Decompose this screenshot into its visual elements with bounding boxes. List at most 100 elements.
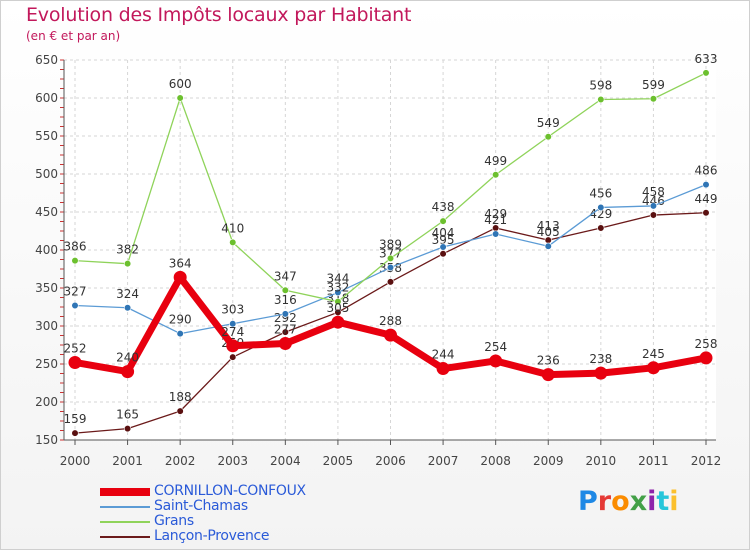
y-tick-label: 650 xyxy=(35,53,58,67)
data-label: 410 xyxy=(221,221,244,235)
data-point xyxy=(71,301,79,310)
data-point xyxy=(123,260,132,268)
data-label: 324 xyxy=(116,287,139,301)
x-tick-label: 2010 xyxy=(586,454,617,468)
data-point xyxy=(386,254,395,262)
data-point xyxy=(281,328,289,336)
data-point xyxy=(334,288,342,297)
data-point xyxy=(436,362,450,376)
y-tick-label: 350 xyxy=(35,281,58,295)
data-label: 600 xyxy=(169,77,192,91)
series-cornillon-confoux: 252 240 364 274 277 305 288 244 254 236 238 245 258 xyxy=(64,256,717,382)
data-point xyxy=(229,238,237,246)
legend-swatch xyxy=(100,488,150,496)
x-tick-label: 2009 xyxy=(533,454,564,468)
data-label: 449 xyxy=(695,192,718,206)
data-point xyxy=(541,368,555,382)
x-tick-label: 2012 xyxy=(691,454,722,468)
y-tick-label: 300 xyxy=(35,319,58,333)
data-point xyxy=(702,209,710,217)
legend-label: CORNILLON-CONFOUX xyxy=(154,483,306,499)
data-point xyxy=(386,278,395,286)
data-point xyxy=(176,407,184,415)
data-point xyxy=(649,211,658,219)
data-point xyxy=(597,203,605,212)
data-label: 188 xyxy=(169,390,192,404)
data-point xyxy=(594,366,608,380)
data-point xyxy=(439,217,447,225)
x-tick-label: 2004 xyxy=(270,454,301,468)
data-label: 429 xyxy=(484,207,507,221)
data-point xyxy=(68,355,82,369)
x-tick-label: 2003 xyxy=(217,454,248,468)
data-label: 236 xyxy=(537,354,560,368)
series-grans: 386 382 600 410 347 332 389 438 499 549 598 599 633 xyxy=(64,52,718,306)
proxiti-logo: Proxiti xyxy=(578,486,679,517)
data-label: 446 xyxy=(642,194,665,208)
chart-title: Evolution des Impôts locaux par Habitant xyxy=(26,4,412,26)
data-label: 633 xyxy=(695,52,718,66)
data-label: 421 xyxy=(484,213,507,227)
data-label: 252 xyxy=(64,341,87,355)
y-tick-label: 250 xyxy=(35,357,58,371)
data-point xyxy=(544,242,552,250)
y-tick-label: 500 xyxy=(35,167,58,181)
data-label: 165 xyxy=(116,408,139,422)
data-point xyxy=(699,351,713,365)
data-label: 240 xyxy=(116,351,139,365)
data-label: 405 xyxy=(537,225,560,239)
data-point xyxy=(331,315,345,329)
data-point xyxy=(702,69,710,77)
data-label: 277 xyxy=(274,322,297,336)
data-label: 382 xyxy=(116,243,139,257)
data-label: 598 xyxy=(589,79,612,93)
data-label: 395 xyxy=(432,233,455,247)
series-saint-chamas: 327 324 290 303 316 344 377 404 421 405 456 458 486 xyxy=(64,164,718,338)
y-tick-label: 400 xyxy=(35,243,58,257)
data-label: 364 xyxy=(169,256,192,270)
logo-letter: x xyxy=(629,486,648,517)
data-label: 389 xyxy=(379,237,402,251)
data-label: 327 xyxy=(64,284,87,298)
data-label: 438 xyxy=(432,200,455,214)
legend-swatch xyxy=(100,521,150,523)
data-point xyxy=(702,181,710,189)
data-point xyxy=(384,328,397,342)
data-point xyxy=(439,243,447,251)
data-point xyxy=(229,353,237,361)
data-point xyxy=(176,94,184,102)
data-point xyxy=(229,320,237,328)
data-label: 377 xyxy=(379,246,402,260)
data-point xyxy=(334,308,342,316)
logo-letter: P xyxy=(578,486,598,517)
data-label: 288 xyxy=(379,314,402,328)
data-label: 413 xyxy=(537,219,560,233)
x-tick-label: 2001 xyxy=(112,454,143,468)
data-point xyxy=(123,425,132,433)
data-point xyxy=(278,336,292,350)
logo-letter: i xyxy=(669,486,679,517)
legend-swatch xyxy=(100,536,150,538)
data-label: 456 xyxy=(589,186,612,200)
chart-subtitle: (en € et par an) xyxy=(26,29,121,43)
data-label: 245 xyxy=(642,347,665,361)
logo-letter: i xyxy=(647,486,657,517)
data-point xyxy=(544,133,552,141)
data-point xyxy=(281,286,289,294)
data-point xyxy=(226,339,240,353)
data-point xyxy=(176,330,184,338)
data-point xyxy=(646,361,660,375)
data-label: 386 xyxy=(64,240,87,254)
data-point xyxy=(649,95,658,103)
y-tick-label: 150 xyxy=(35,433,58,447)
data-point xyxy=(597,95,605,104)
data-label: 486 xyxy=(695,164,718,178)
data-label: 458 xyxy=(642,185,665,199)
data-label: 159 xyxy=(64,412,87,426)
legend-label: Saint-Chamas xyxy=(154,498,248,514)
data-point xyxy=(597,224,605,232)
data-label: 316 xyxy=(274,293,297,307)
data-label: 429 xyxy=(589,207,612,221)
logo-letter: t xyxy=(656,486,670,517)
